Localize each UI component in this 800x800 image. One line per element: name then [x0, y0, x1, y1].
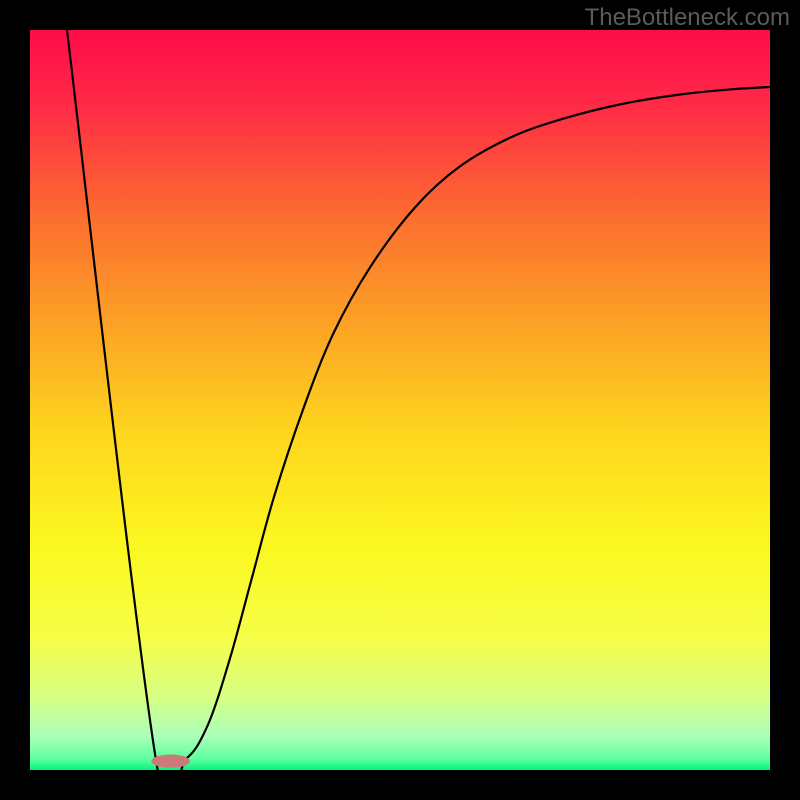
- bottleneck-chart: [0, 0, 800, 800]
- chart-container: TheBottleneck.com: [0, 0, 800, 800]
- optimal-marker: [151, 754, 189, 767]
